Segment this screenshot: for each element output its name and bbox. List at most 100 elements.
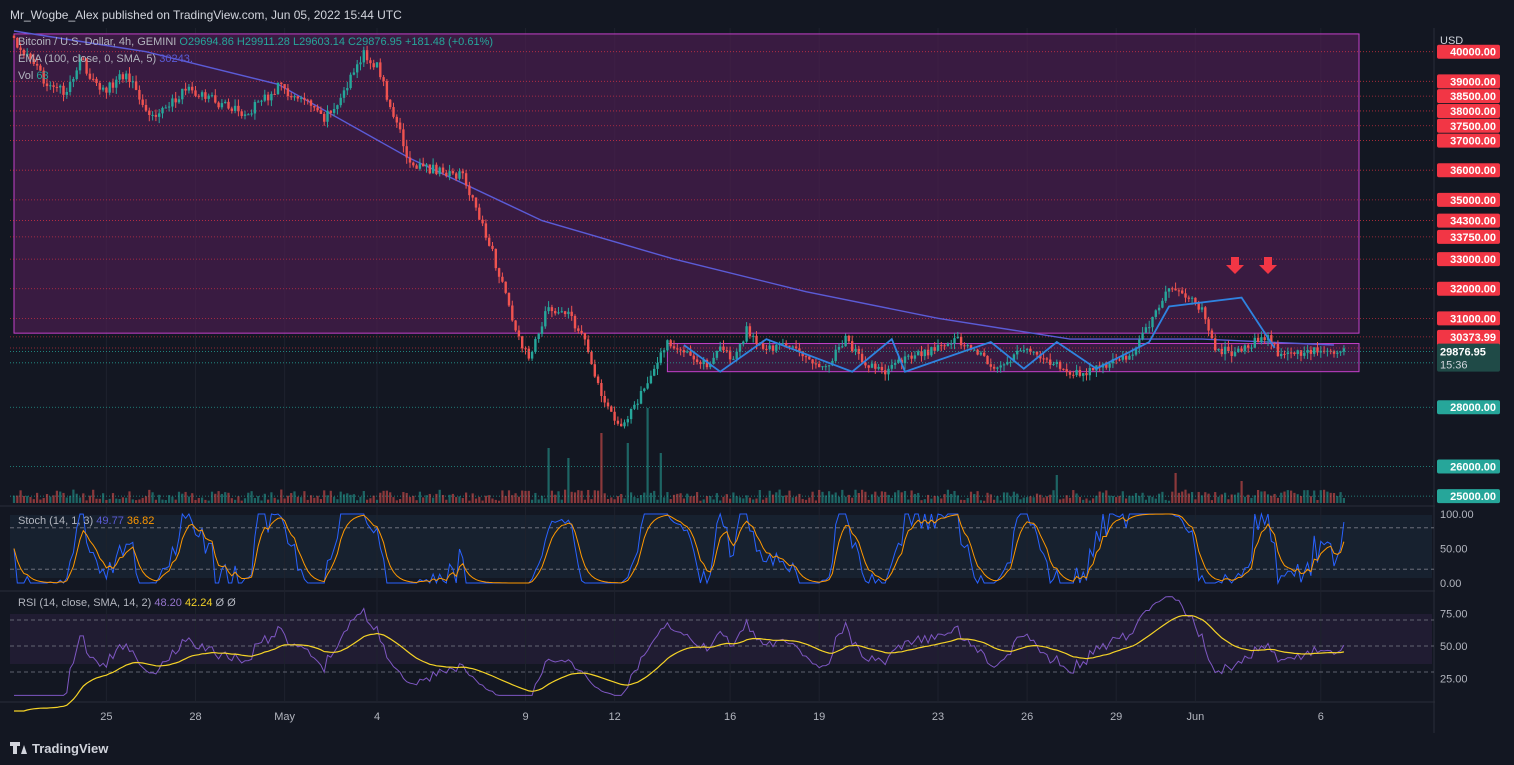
volume-bar [1309, 496, 1312, 503]
volume-bar [923, 499, 926, 503]
volume-bar [1125, 498, 1128, 503]
volume-bar [78, 497, 82, 503]
volume-bar [428, 493, 431, 503]
candle-body [1190, 297, 1194, 299]
candle-body [755, 335, 758, 345]
volume-bar [494, 499, 497, 503]
candle-body [194, 90, 197, 96]
candle-body [415, 165, 418, 169]
candle-body [752, 335, 755, 337]
volume-bar [260, 500, 263, 503]
candle-body [68, 81, 72, 92]
volume-bar [19, 490, 22, 503]
volume-bar [234, 499, 237, 503]
volume-bar [524, 490, 527, 503]
volume-bar [1204, 492, 1207, 503]
time-axis-tick: 28 [189, 711, 201, 723]
candle-body [32, 58, 35, 64]
volume-bar [748, 497, 751, 503]
candle-body [1197, 303, 1200, 310]
volume-bar [1154, 498, 1157, 503]
candle-body [45, 83, 49, 87]
candle-body [131, 81, 134, 83]
candle-body [874, 363, 877, 369]
candle-body [653, 368, 656, 376]
candle-body [996, 367, 999, 369]
price-level-text: 33000.00 [1450, 254, 1496, 266]
stoch-legend[interactable]: Stoch (14, 1, 3) 49.77 36.82 [18, 515, 154, 527]
candle-body [1171, 288, 1174, 290]
candle-body [98, 83, 101, 90]
volume-bar [752, 499, 755, 503]
volume-bar [600, 433, 603, 503]
stoch-d-line [13, 513, 1345, 584]
volume-bar [1022, 497, 1025, 503]
candle-body [197, 95, 200, 97]
candle-body [1088, 367, 1091, 376]
volume-bar [240, 500, 243, 503]
candle-body [923, 349, 926, 357]
volume-bar [626, 443, 629, 503]
volume-bar [375, 499, 379, 503]
price-level-badge [1437, 103, 1500, 118]
price-level-text: 36000.00 [1450, 165, 1496, 177]
candle-body [59, 85, 62, 88]
volume-bar [785, 495, 788, 503]
candle-body [323, 113, 326, 122]
candle-body [1276, 343, 1280, 357]
volume-bar [201, 497, 204, 503]
candle-body [573, 316, 577, 329]
price-level-text: 40000.00 [1450, 47, 1496, 59]
symbol-legend[interactable]: Bitcoin / U.S. Dollar, 4h, GEMINI O29694… [18, 36, 493, 48]
volume-bar [16, 495, 19, 503]
volume-bar [828, 491, 831, 503]
candle-body [834, 349, 837, 361]
volume-legend[interactable]: Vol 63 [18, 70, 49, 82]
volume-bar [395, 500, 398, 503]
volume-bar [62, 492, 65, 503]
tradingview-logo[interactable]: TradingView [10, 741, 108, 756]
volume-bar [32, 499, 35, 503]
volume-bar [389, 492, 392, 503]
candle-body [111, 82, 115, 88]
candle-body [395, 116, 398, 123]
rsi-label: RSI (14, close, SMA, 14, 2) [18, 597, 152, 609]
volume-bar [1131, 495, 1134, 503]
volume-bar [986, 492, 989, 503]
volume-bar [620, 493, 623, 503]
candle-body [742, 341, 745, 345]
volume-bar [676, 493, 679, 503]
candle-body [339, 97, 342, 106]
candle-body [138, 89, 141, 100]
candle-body [379, 62, 382, 78]
volume-bar [511, 495, 514, 503]
candle-body [105, 87, 108, 93]
rsi-extra: Ø Ø [215, 597, 236, 609]
volume-bar [1319, 490, 1322, 503]
rsi-legend[interactable]: RSI (14, close, SMA, 14, 2) 48.20 42.24 … [18, 597, 236, 609]
candle-body [1214, 338, 1217, 351]
volume-bar [164, 500, 167, 503]
candle-body [610, 406, 613, 412]
candle-body [969, 345, 973, 350]
candle-body [29, 53, 32, 59]
candle-body [953, 338, 956, 344]
candle-body [722, 346, 725, 351]
candle-body [468, 185, 471, 196]
candle-body [1058, 361, 1062, 369]
volume-bar [630, 492, 633, 503]
candle-body [1022, 350, 1025, 352]
volume-bar [1072, 490, 1075, 503]
volume-bar [1276, 497, 1279, 503]
volume-bar [979, 500, 982, 503]
candle-body [943, 345, 946, 347]
candle-body [1217, 348, 1220, 351]
candle-body [530, 351, 534, 359]
volume-bar [1214, 492, 1217, 503]
volume-bar [554, 494, 557, 503]
volume-bar [336, 499, 339, 503]
candle-body [392, 107, 395, 117]
ema-legend[interactable]: EMA (100, close, 0, SMA, 5) 30243. [18, 53, 193, 65]
candle-body [676, 348, 679, 350]
